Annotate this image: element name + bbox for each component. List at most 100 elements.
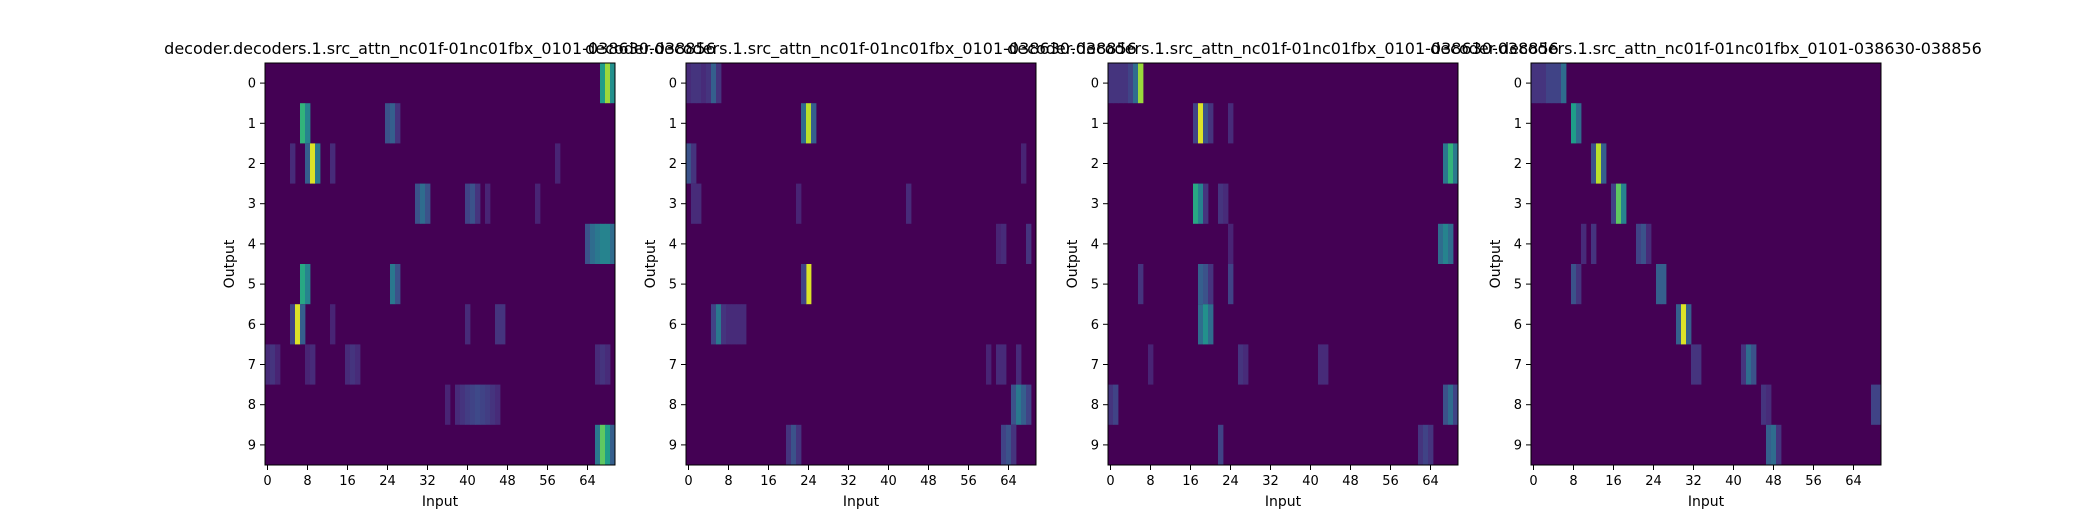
y-tick-label: 7 (1514, 358, 1522, 373)
heatmap-cell (1198, 264, 1204, 305)
y-tick-label: 8 (669, 398, 677, 413)
heatmap-cell (595, 223, 601, 264)
x-tick-label: 24 (1222, 474, 1239, 489)
x-tick-label: 32 (840, 474, 857, 489)
heatmap-cell (1228, 103, 1234, 144)
y-tick-label: 5 (248, 278, 256, 293)
heatmap-cell (395, 103, 401, 144)
x-tick-label: 64 (579, 474, 596, 489)
heatmap-cell (585, 223, 591, 264)
heatmap-cell (696, 63, 702, 104)
heatmap-cell (330, 304, 336, 345)
heatmap-cell (686, 143, 692, 184)
x-tick-label: 16 (1182, 474, 1199, 489)
heatmap-cell (470, 183, 476, 224)
y-axis-label: Output (643, 239, 659, 288)
heatmap-cell (721, 304, 727, 345)
y-tick-label: 7 (669, 358, 677, 373)
plot-frame (264, 62, 616, 466)
y-tick-label: 4 (248, 237, 256, 252)
heatmap-cell (1318, 344, 1324, 385)
heatmap-cell (1128, 63, 1134, 104)
heatmap-cell (1571, 264, 1577, 305)
y-tick-label: 4 (1514, 237, 1522, 252)
y-tick-label: 4 (1091, 237, 1099, 252)
heatmap-cell (1766, 424, 1772, 465)
heatmap-background (1531, 63, 1881, 465)
heatmap-cell (1428, 424, 1434, 465)
heatmap-cell (275, 344, 281, 385)
heatmap-cell (1686, 304, 1692, 345)
x-tick-label: 40 (459, 474, 476, 489)
heatmap-cell (595, 424, 601, 465)
y-tick-label: 1 (669, 117, 677, 132)
heatmap-cell (1691, 344, 1697, 385)
heatmap-cell (1208, 264, 1214, 305)
heatmap-cell (1696, 344, 1702, 385)
y-tick-label: 7 (248, 358, 256, 373)
x-tick-label: 16 (760, 474, 777, 489)
heatmap-cell (1448, 384, 1454, 425)
heatmap-cell (1223, 183, 1229, 224)
heatmap-cell (310, 344, 316, 385)
heatmap-cell (786, 424, 792, 465)
heatmap-cell (1238, 344, 1244, 385)
heatmap-cell (270, 344, 276, 385)
heatmap-cell (1208, 103, 1214, 144)
y-tick-label: 0 (1091, 77, 1099, 92)
plot-frame (1107, 62, 1459, 466)
heatmap-cell (1576, 264, 1582, 305)
heatmap-cell (600, 223, 606, 264)
x-tick-label: 56 (1805, 474, 1822, 489)
y-tick-label: 2 (1514, 157, 1522, 172)
y-tick-label: 5 (669, 278, 677, 293)
heatmap-cell (1646, 223, 1652, 264)
y-tick-label: 9 (1091, 438, 1099, 453)
heatmap-cell (1771, 424, 1777, 465)
y-tick-label: 4 (669, 237, 677, 252)
heatmap-cell (686, 63, 692, 104)
heatmap-cell (1576, 103, 1582, 144)
heatmap-cell (1138, 264, 1144, 305)
y-tick-label: 2 (1091, 157, 1099, 172)
plot-frame (1530, 62, 1882, 466)
heatmap-cell (605, 424, 611, 465)
heatmap-cell (986, 344, 992, 385)
heatmap-cell (1761, 384, 1767, 425)
heatmap-cell (1551, 63, 1557, 104)
heatmap-cell (300, 304, 306, 345)
heatmap-cell (801, 103, 807, 144)
heatmap-background (1108, 63, 1458, 465)
heatmap-cell (731, 304, 737, 345)
heatmap-cell (1108, 384, 1114, 425)
heatmap-cell (310, 143, 316, 184)
y-tick-label: 5 (1091, 278, 1099, 293)
heatmap-cell (1746, 344, 1752, 385)
heatmap-cell (711, 63, 717, 104)
heatmap-cell (1423, 424, 1429, 465)
heatmap-cell (1011, 424, 1017, 465)
heatmap-cell (315, 143, 321, 184)
heatmap-cell (420, 183, 426, 224)
y-tick-label: 0 (669, 77, 677, 92)
heatmap-cell (1228, 264, 1234, 305)
x-tick-label: 24 (800, 474, 817, 489)
x-tick-label: 64 (1000, 474, 1017, 489)
heatmap-cell (600, 344, 606, 385)
heatmap-cell (305, 143, 311, 184)
heatmap-cell (475, 384, 481, 425)
heatmap-cell (1001, 223, 1007, 264)
heatmap-cell (1443, 384, 1449, 425)
heatmap-cell (1113, 63, 1119, 104)
heatmap-cell (1531, 63, 1537, 104)
heatmap-cell (265, 344, 271, 385)
y-tick-label: 3 (248, 197, 256, 212)
heatmap-cell (1203, 183, 1209, 224)
x-tick-label: 32 (419, 474, 436, 489)
y-tick-label: 6 (1091, 318, 1099, 333)
heatmap-cell (1536, 63, 1542, 104)
y-tick-label: 6 (669, 318, 677, 333)
heatmap-cell (605, 344, 611, 385)
heatmap-cell (1198, 304, 1204, 345)
